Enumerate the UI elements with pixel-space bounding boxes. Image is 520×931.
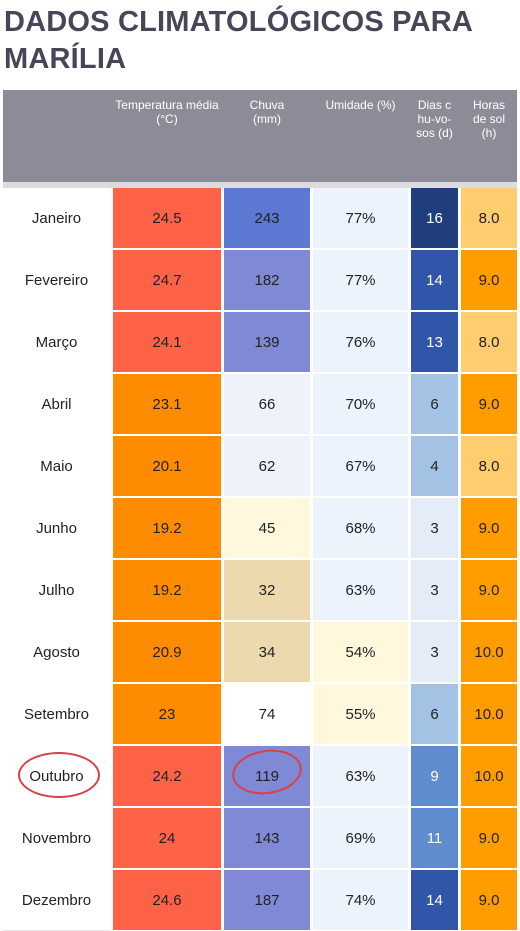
temperature-cell: 24.5 — [113, 188, 221, 248]
table-row: Outubro 24.2 119 63% 9 10.0 — [3, 744, 517, 807]
page-title: DADOS CLIMATOLÓGICOS PARA MARÍLIA — [4, 6, 472, 75]
humidity-cell: 63% — [313, 560, 408, 620]
header-humidity: Umidade (%) — [325, 98, 396, 112]
sun-hours-cell: 9.0 — [461, 870, 517, 930]
month-cell: Dezembro — [3, 870, 110, 931]
sun-hours-cell: 8.0 — [461, 312, 517, 372]
humidity-cell: 77% — [313, 250, 408, 310]
sun-hours-cell: 8.0 — [461, 436, 517, 496]
rain-days-cell: 6 — [411, 684, 458, 744]
month-cell: Julho — [3, 560, 110, 621]
table-row: Dezembro 24.6 187 74% 14 9.0 — [3, 868, 517, 931]
temperature-cell: 24 — [113, 808, 221, 868]
rain-cell: 182 — [224, 250, 310, 310]
humidity-cell: 76% — [313, 312, 408, 372]
rain-cell: 74 — [224, 684, 310, 744]
table-row: Novembro 24 143 69% 11 9.0 — [3, 806, 517, 869]
sun-hours-cell: 9.0 — [461, 250, 517, 310]
rain-cell: 34 — [224, 622, 310, 682]
table-row: Maio 20.1 62 67% 4 8.0 — [3, 434, 517, 497]
rain-days-cell: 14 — [411, 870, 458, 930]
rain-cell: 32 — [224, 560, 310, 620]
temperature-cell: 24.6 — [113, 870, 221, 930]
rain-cell: 66 — [224, 374, 310, 434]
humidity-cell: 63% — [313, 746, 408, 806]
climate-table: Temperatura média (°C) Chuva (mm) Umidad… — [3, 90, 517, 931]
rain-days-cell: 14 — [411, 250, 458, 310]
temperature-cell: 24.7 — [113, 250, 221, 310]
table-row: Janeiro 24.5 243 77% 16 8.0 — [3, 188, 517, 249]
temperature-cell: 20.1 — [113, 436, 221, 496]
rain-days-cell: 6 — [411, 374, 458, 434]
month-cell: Junho — [3, 498, 110, 559]
rain-days-cell: 16 — [411, 188, 458, 248]
rain-days-cell: 11 — [411, 808, 458, 868]
rain-days-cell: 3 — [411, 498, 458, 558]
rain-cell: 119 — [224, 746, 310, 806]
temperature-cell: 20.9 — [113, 622, 221, 682]
month-cell: Abril — [3, 374, 110, 435]
humidity-cell: 55% — [313, 684, 408, 744]
rain-cell: 243 — [224, 188, 310, 248]
rain-days-cell: 9 — [411, 746, 458, 806]
month-cell: Agosto — [3, 622, 110, 683]
humidity-cell: 77% — [313, 188, 408, 248]
humidity-cell: 68% — [313, 498, 408, 558]
humidity-cell: 54% — [313, 622, 408, 682]
table-body: Janeiro 24.5 243 77% 16 8.0 Fevereiro 24.7 182 77… — [3, 188, 517, 931]
rain-cell: 143 — [224, 808, 310, 868]
temperature-cell: 23.1 — [113, 374, 221, 434]
month-cell: Setembro — [3, 684, 110, 745]
header-sun-hours: Horas de sol (h) — [472, 98, 506, 140]
rain-cell: 62 — [224, 436, 310, 496]
sun-hours-cell: 9.0 — [461, 808, 517, 868]
sun-hours-cell: 10.0 — [461, 684, 517, 744]
humidity-cell: 67% — [313, 436, 408, 496]
temperature-cell: 19.2 — [113, 498, 221, 558]
sun-hours-cell: 9.0 — [461, 560, 517, 620]
humidity-cell: 74% — [313, 870, 408, 930]
header-rain: Chuva (mm) — [249, 98, 285, 126]
sun-hours-cell: 10.0 — [461, 622, 517, 682]
temperature-cell: 24.2 — [113, 746, 221, 806]
rain-days-cell: 4 — [411, 436, 458, 496]
temperature-cell: 19.2 — [113, 560, 221, 620]
temperature-cell: 24.1 — [113, 312, 221, 372]
rain-cell: 139 — [224, 312, 310, 372]
rain-days-cell: 3 — [411, 622, 458, 682]
month-cell: Outubro — [3, 746, 110, 807]
table-row: Junho 19.2 45 68% 3 9.0 — [3, 496, 517, 559]
humidity-cell: 69% — [313, 808, 408, 868]
rain-cell: 45 — [224, 498, 310, 558]
sun-hours-cell: 8.0 — [461, 188, 517, 248]
table-row: Abril 23.1 66 70% 6 9.0 — [3, 372, 517, 435]
month-cell: Fevereiro — [3, 250, 110, 311]
sun-hours-cell: 9.0 — [461, 498, 517, 558]
table-row: Agosto 20.9 34 54% 3 10.0 — [3, 620, 517, 683]
rain-cell: 187 — [224, 870, 310, 930]
table-row: Julho 19.2 32 63% 3 9.0 — [3, 558, 517, 621]
month-cell: Março — [3, 312, 110, 373]
sun-hours-cell: 9.0 — [461, 374, 517, 434]
month-cell: Maio — [3, 436, 110, 497]
table-row: Fevereiro 24.7 182 77% 14 9.0 — [3, 248, 517, 311]
month-cell: Novembro — [3, 808, 110, 869]
temperature-cell: 23 — [113, 684, 221, 744]
table-row: Março 24.1 139 76% 13 8.0 — [3, 310, 517, 373]
humidity-cell: 70% — [313, 374, 408, 434]
header-temperature: Temperatura média (°C) — [115, 98, 219, 126]
table-header: Temperatura média (°C) Chuva (mm) Umidad… — [3, 90, 517, 188]
month-cell: Janeiro — [3, 188, 110, 249]
rain-days-cell: 3 — [411, 560, 458, 620]
sun-hours-cell: 10.0 — [461, 746, 517, 806]
header-rain-days: Dias chu-vo-sos (d) — [416, 98, 453, 140]
rain-days-cell: 13 — [411, 312, 458, 372]
table-row: Setembro 23 74 55% 6 10.0 — [3, 682, 517, 745]
